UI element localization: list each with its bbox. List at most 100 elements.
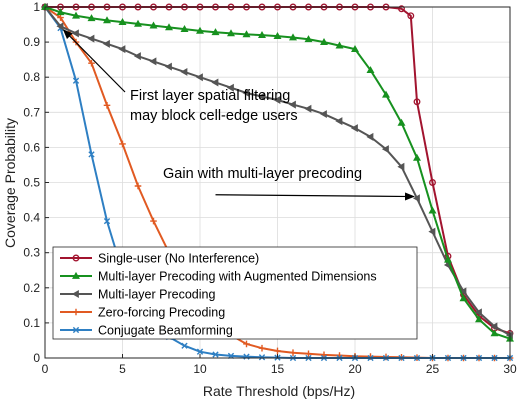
x-tick-label: 30 bbox=[503, 362, 517, 376]
data-point bbox=[88, 59, 95, 67]
data-point bbox=[72, 77, 80, 84]
y-tick-label: 0.6 bbox=[23, 140, 40, 154]
legend-entry: Single-user (No Interference) bbox=[60, 252, 259, 266]
legend-swatch-marker bbox=[72, 254, 80, 262]
data-point bbox=[133, 52, 141, 61]
data-point bbox=[398, 5, 405, 13]
data-point bbox=[490, 329, 499, 337]
series-multi-layer-precoding bbox=[40, 3, 513, 340]
legend-swatch-marker bbox=[72, 308, 80, 316]
y-tick-label: 0.5 bbox=[23, 176, 40, 190]
data-point bbox=[273, 96, 281, 105]
data-point bbox=[257, 92, 265, 101]
legend-swatch-marker bbox=[72, 326, 80, 334]
data-point bbox=[103, 217, 111, 225]
data-point bbox=[242, 30, 251, 38]
data-point bbox=[196, 348, 204, 355]
data-point bbox=[118, 17, 127, 25]
x-tick-label: 10 bbox=[193, 362, 207, 376]
data-point bbox=[119, 140, 126, 148]
y-axis-label: Coverage Probability bbox=[2, 118, 18, 248]
x-axis-label: Rate Threshold (bps/Hz) bbox=[203, 383, 355, 399]
data-point bbox=[181, 342, 188, 349]
data-point bbox=[226, 83, 234, 92]
x-tick-label: 25 bbox=[426, 362, 440, 376]
data-point bbox=[459, 294, 468, 302]
data-point bbox=[397, 118, 406, 126]
data-point bbox=[413, 98, 421, 106]
data-point bbox=[320, 37, 328, 45]
data-point bbox=[150, 217, 157, 225]
legend-label: Conjugate Beamforming bbox=[98, 324, 233, 338]
data-point bbox=[164, 62, 172, 71]
y-tick-label: 0.9 bbox=[23, 35, 40, 49]
axis-ticks: 0 5 10 15 20 25 30 0 0.1 0.2 0.3 0.4 0.5 0.6 0.7 0.8 0.9… bbox=[23, 0, 517, 376]
data-point bbox=[382, 90, 390, 98]
y-tick-label: 0.8 bbox=[23, 70, 40, 84]
data-point bbox=[319, 110, 327, 119]
data-point bbox=[381, 145, 389, 154]
x-tick-label: 15 bbox=[271, 362, 285, 376]
data-point bbox=[88, 151, 95, 158]
legend-entry: Multi-layer Precoding with Augmented Dim… bbox=[60, 270, 377, 284]
data-point bbox=[118, 45, 126, 54]
data-point bbox=[243, 340, 250, 348]
data-point bbox=[71, 29, 79, 38]
data-point bbox=[366, 66, 375, 74]
data-point bbox=[227, 29, 235, 37]
data-point bbox=[273, 32, 282, 40]
data-point bbox=[242, 89, 250, 97]
annotation-cell-edge: First layer spatial filtering may block … bbox=[62, 29, 298, 124]
data-point bbox=[304, 104, 312, 113]
data-point bbox=[490, 322, 498, 331]
data-point bbox=[459, 287, 467, 296]
annotation-cell-edge-arrow bbox=[62, 29, 126, 93]
y-tick-label: 0.2 bbox=[23, 281, 40, 295]
data-point bbox=[211, 78, 219, 87]
data-point bbox=[212, 351, 219, 358]
annotation-cell-edge-line1: First layer spatial filtering bbox=[130, 88, 290, 104]
data-point bbox=[149, 57, 157, 66]
y-tick-label: 0 bbox=[33, 351, 40, 365]
legend-label: Zero-forcing Precoding bbox=[98, 306, 225, 320]
y-tick-label: 0.7 bbox=[23, 105, 40, 119]
data-point bbox=[102, 39, 110, 48]
x-tick-label: 5 bbox=[119, 362, 126, 376]
y-tick-label: 0.3 bbox=[23, 246, 40, 260]
data-point bbox=[165, 23, 173, 31]
x-tick-label: 0 bbox=[42, 362, 49, 376]
legend-entry: Multi-layer Precoding bbox=[60, 288, 215, 302]
data-point bbox=[304, 35, 313, 43]
data-point bbox=[180, 25, 189, 32]
data-point bbox=[350, 124, 358, 133]
data-point bbox=[195, 73, 203, 82]
data-point bbox=[428, 206, 437, 214]
annotation-gain: Gain with multi-layer precoding bbox=[163, 166, 415, 201]
legend-entry: Zero-forcing Precoding bbox=[60, 306, 225, 320]
data-point bbox=[103, 101, 111, 109]
data-point bbox=[335, 41, 344, 49]
x-tick-label: 20 bbox=[348, 362, 362, 376]
annotation-gain-text: Gain with multi-layer precoding bbox=[163, 166, 362, 182]
y-tick-label: 0.4 bbox=[23, 211, 40, 225]
data-point bbox=[57, 14, 64, 21]
y-tick-label: 1 bbox=[33, 0, 40, 14]
data-point bbox=[474, 308, 482, 317]
annotation-cell-edge-line2: may block cell-edge users bbox=[130, 108, 298, 124]
data-point bbox=[274, 347, 281, 355]
data-point bbox=[335, 117, 343, 126]
data-point bbox=[413, 153, 421, 161]
data-point bbox=[444, 255, 452, 263]
data-point bbox=[475, 315, 483, 323]
data-point bbox=[289, 33, 297, 41]
data-point bbox=[149, 21, 158, 29]
data-point bbox=[87, 34, 95, 43]
data-point bbox=[305, 350, 312, 358]
data-point bbox=[382, 353, 390, 361]
data-point bbox=[289, 349, 297, 357]
legend-label: Multi-layer Precoding with Augmented Dim… bbox=[98, 270, 377, 284]
data-point bbox=[196, 26, 204, 34]
legend-label: Multi-layer Precoding bbox=[98, 288, 215, 302]
y-tick-label: 0.1 bbox=[23, 316, 40, 330]
